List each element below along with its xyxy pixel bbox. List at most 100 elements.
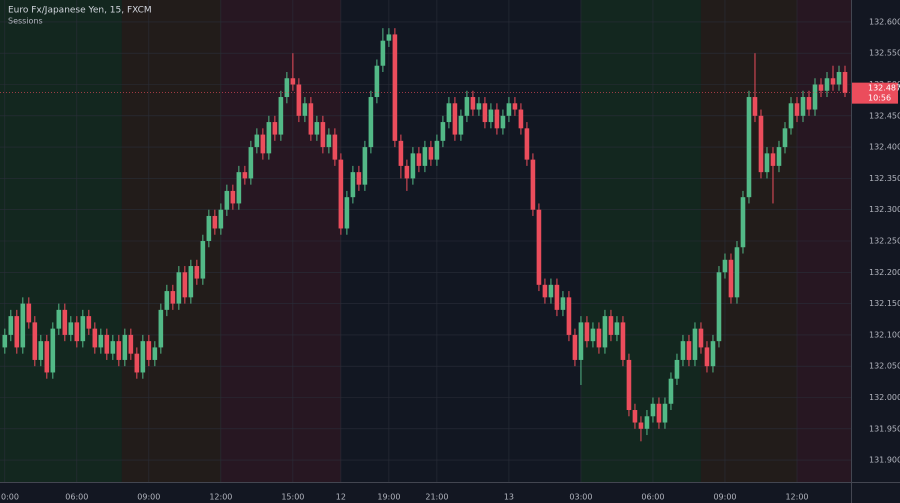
y-tick-label: 131.950 (869, 424, 900, 433)
candle-body (740, 197, 746, 248)
candle-body (206, 215, 212, 241)
candle-body (170, 291, 176, 304)
candle-body (680, 341, 686, 360)
candle-body (386, 34, 392, 41)
candle-body (500, 115, 506, 129)
candle-body (140, 341, 146, 373)
candle-body (416, 153, 422, 166)
candle-body (266, 122, 272, 154)
candle-body (290, 78, 296, 85)
candle-body (116, 341, 122, 360)
candle-body (362, 147, 368, 185)
candle-body (542, 284, 548, 298)
candle-body (614, 322, 620, 335)
candle-body (428, 147, 434, 160)
candle-body (842, 71, 848, 93)
countdown-label: 10:56 (868, 94, 891, 103)
candle-body (800, 97, 806, 116)
candle-body (320, 122, 326, 148)
candle-body (698, 328, 704, 348)
candle-body (590, 328, 596, 342)
candle-body (572, 334, 578, 360)
y-tick-label: 132.450 (869, 111, 900, 120)
chart-subtitle: Sessions (8, 17, 43, 26)
candle-body (704, 347, 710, 367)
candle-body (494, 109, 500, 129)
candle-body (608, 316, 614, 335)
y-tick-label: 132.000 (869, 393, 900, 402)
y-tick-label: 132.600 (869, 17, 900, 26)
candle-body (134, 353, 140, 373)
candle-body (20, 303, 26, 348)
candle-body (56, 309, 62, 329)
candle-body (158, 309, 164, 348)
candle-body (812, 84, 818, 110)
candle-body (86, 316, 92, 329)
candle-body (92, 328, 98, 348)
x-tick-label: 12:00 (209, 493, 232, 502)
candle-body (728, 259, 734, 298)
candle-body (194, 266, 200, 279)
candle-body (632, 410, 638, 423)
candle-body (818, 84, 824, 91)
candle-body (368, 97, 374, 148)
x-tick-label: 21:00 (425, 493, 448, 502)
x-tick-label: 19:00 (377, 493, 400, 502)
candle-body (836, 71, 842, 85)
candle-body (644, 416, 650, 429)
candle-body (530, 159, 536, 210)
x-tick-label: 06:00 (641, 493, 664, 502)
candle-body (686, 341, 692, 360)
candle-body (314, 122, 320, 135)
candle-body (512, 103, 518, 110)
candle-body (50, 328, 56, 373)
x-tick-label: 13 (504, 493, 514, 502)
candle-body (794, 103, 800, 116)
candle-body (830, 78, 836, 85)
candle-body (536, 209, 542, 285)
y-tick-label: 132.150 (869, 299, 900, 308)
candle-body (272, 122, 278, 135)
candle-body (722, 259, 728, 273)
candle-body (332, 134, 338, 160)
y-tick-label: 132.350 (869, 174, 900, 183)
candle-body (770, 153, 776, 166)
candle-body (8, 316, 14, 335)
candle-body (716, 272, 722, 342)
x-tick-label: 12:00 (785, 493, 808, 502)
candle-body (254, 134, 260, 148)
candle-body (152, 347, 158, 360)
candle-body (452, 103, 458, 135)
candle-body (212, 215, 218, 229)
candle-body (626, 359, 632, 411)
y-tick-label: 132.550 (869, 49, 900, 58)
candle-body (224, 190, 230, 210)
candle-body (380, 40, 386, 66)
x-tick-label: 0:00 (1, 493, 19, 502)
candle-body (38, 341, 44, 360)
candle-body (104, 334, 110, 354)
candle-body (356, 172, 362, 185)
x-tick-label: 03:00 (569, 493, 592, 502)
candle-body (128, 334, 134, 354)
candle-body (392, 34, 398, 141)
candle-body (62, 309, 68, 335)
x-tick-label: 09:00 (713, 493, 736, 502)
candle-body (584, 322, 590, 342)
candle-body (110, 341, 116, 354)
y-tick-label: 132.250 (869, 237, 900, 246)
candle-body (302, 103, 308, 116)
candle-body (410, 153, 416, 179)
candle-body (620, 322, 626, 360)
candle-body (260, 134, 266, 154)
candle-body (650, 403, 656, 417)
x-tick-label: 06:00 (65, 493, 88, 502)
x-tick-label: 09:00 (137, 493, 160, 502)
candle-body (602, 316, 608, 348)
last-price-box (852, 82, 898, 104)
candle-body (230, 190, 236, 204)
candle-body (656, 403, 662, 423)
candle-body (440, 122, 446, 141)
